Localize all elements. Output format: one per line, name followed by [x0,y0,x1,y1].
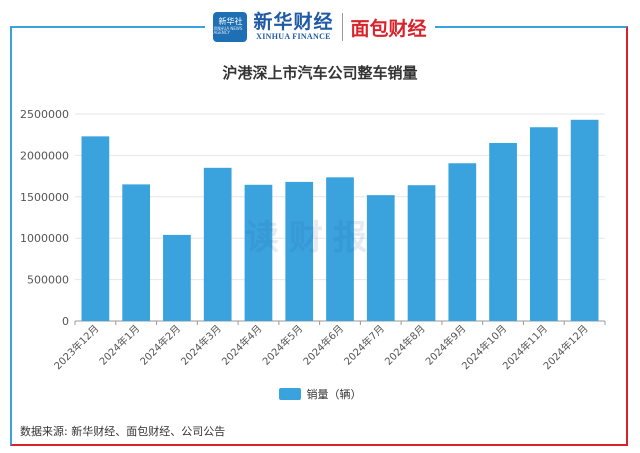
bar[interactable] [81,136,110,321]
x-tick-label: 2024年5月 [260,322,306,368]
brand-en: XINHUA FINANCE [256,32,331,41]
bar[interactable] [570,119,599,322]
logo-main-text: 新华社 [218,17,243,27]
legend-swatch [278,388,301,400]
bar[interactable] [326,177,354,321]
bar[interactable] [285,181,314,321]
bar[interactable] [163,234,191,321]
x-tick-label: 2024年2月 [137,322,183,368]
y-tick-label: 1000000 [20,232,69,245]
bar[interactable] [203,167,232,321]
x-tick-label: 2023年12月 [51,322,101,372]
bar[interactable] [407,185,436,321]
data-source: 数据来源: 新华财经、面包财经、公司公告 [20,425,226,438]
header-brands: 新华社 XINHUA NEWS AGENCY 新华财经 XINHUA FINAN… [205,8,435,46]
y-tick-label: 2000000 [20,149,69,162]
x-tick-label: 2024年9月 [423,322,469,368]
bar[interactable] [366,195,395,321]
bar[interactable] [489,142,517,321]
y-tick-label: 2500000 [20,108,69,121]
x-tick-label: 2024年3月 [178,322,224,368]
x-tick-label: 2024年8月 [382,322,428,368]
brand-cn: 新华财经 [253,11,334,33]
y-tick-label: 500000 [27,274,69,287]
x-tick-label: 2024年1月 [96,322,142,368]
bar[interactable] [122,184,151,321]
x-tick-label: 2024年7月 [341,322,387,368]
x-tick-label: 2024年4月 [219,322,265,368]
y-tick-label: 0 [62,315,69,328]
xinhua-finance-brand: 新华财经 XINHUA FINANCE [253,11,334,42]
bar[interactable] [448,163,477,321]
y-tick-label: 1500000 [20,191,69,204]
bar[interactable] [529,127,558,321]
header: 新华社 XINHUA NEWS AGENCY 新华财经 XINHUA FINAN… [0,8,640,46]
legend[interactable]: 销量（辆） [0,386,640,402]
chart-title: 沪港深上市汽车公司整车销量 [222,64,418,82]
logo-sub-text: XINHUA NEWS AGENCY [213,26,243,36]
x-tick-label: 2024年6月 [300,322,346,368]
bar[interactable] [244,184,273,321]
mianbao-finance-brand: 面包财经 [350,17,427,40]
legend-label: 销量（辆） [306,388,362,401]
brand-divider [341,13,343,41]
xinhua-logo-icon: 新华社 XINHUA NEWS AGENCY [213,12,248,42]
